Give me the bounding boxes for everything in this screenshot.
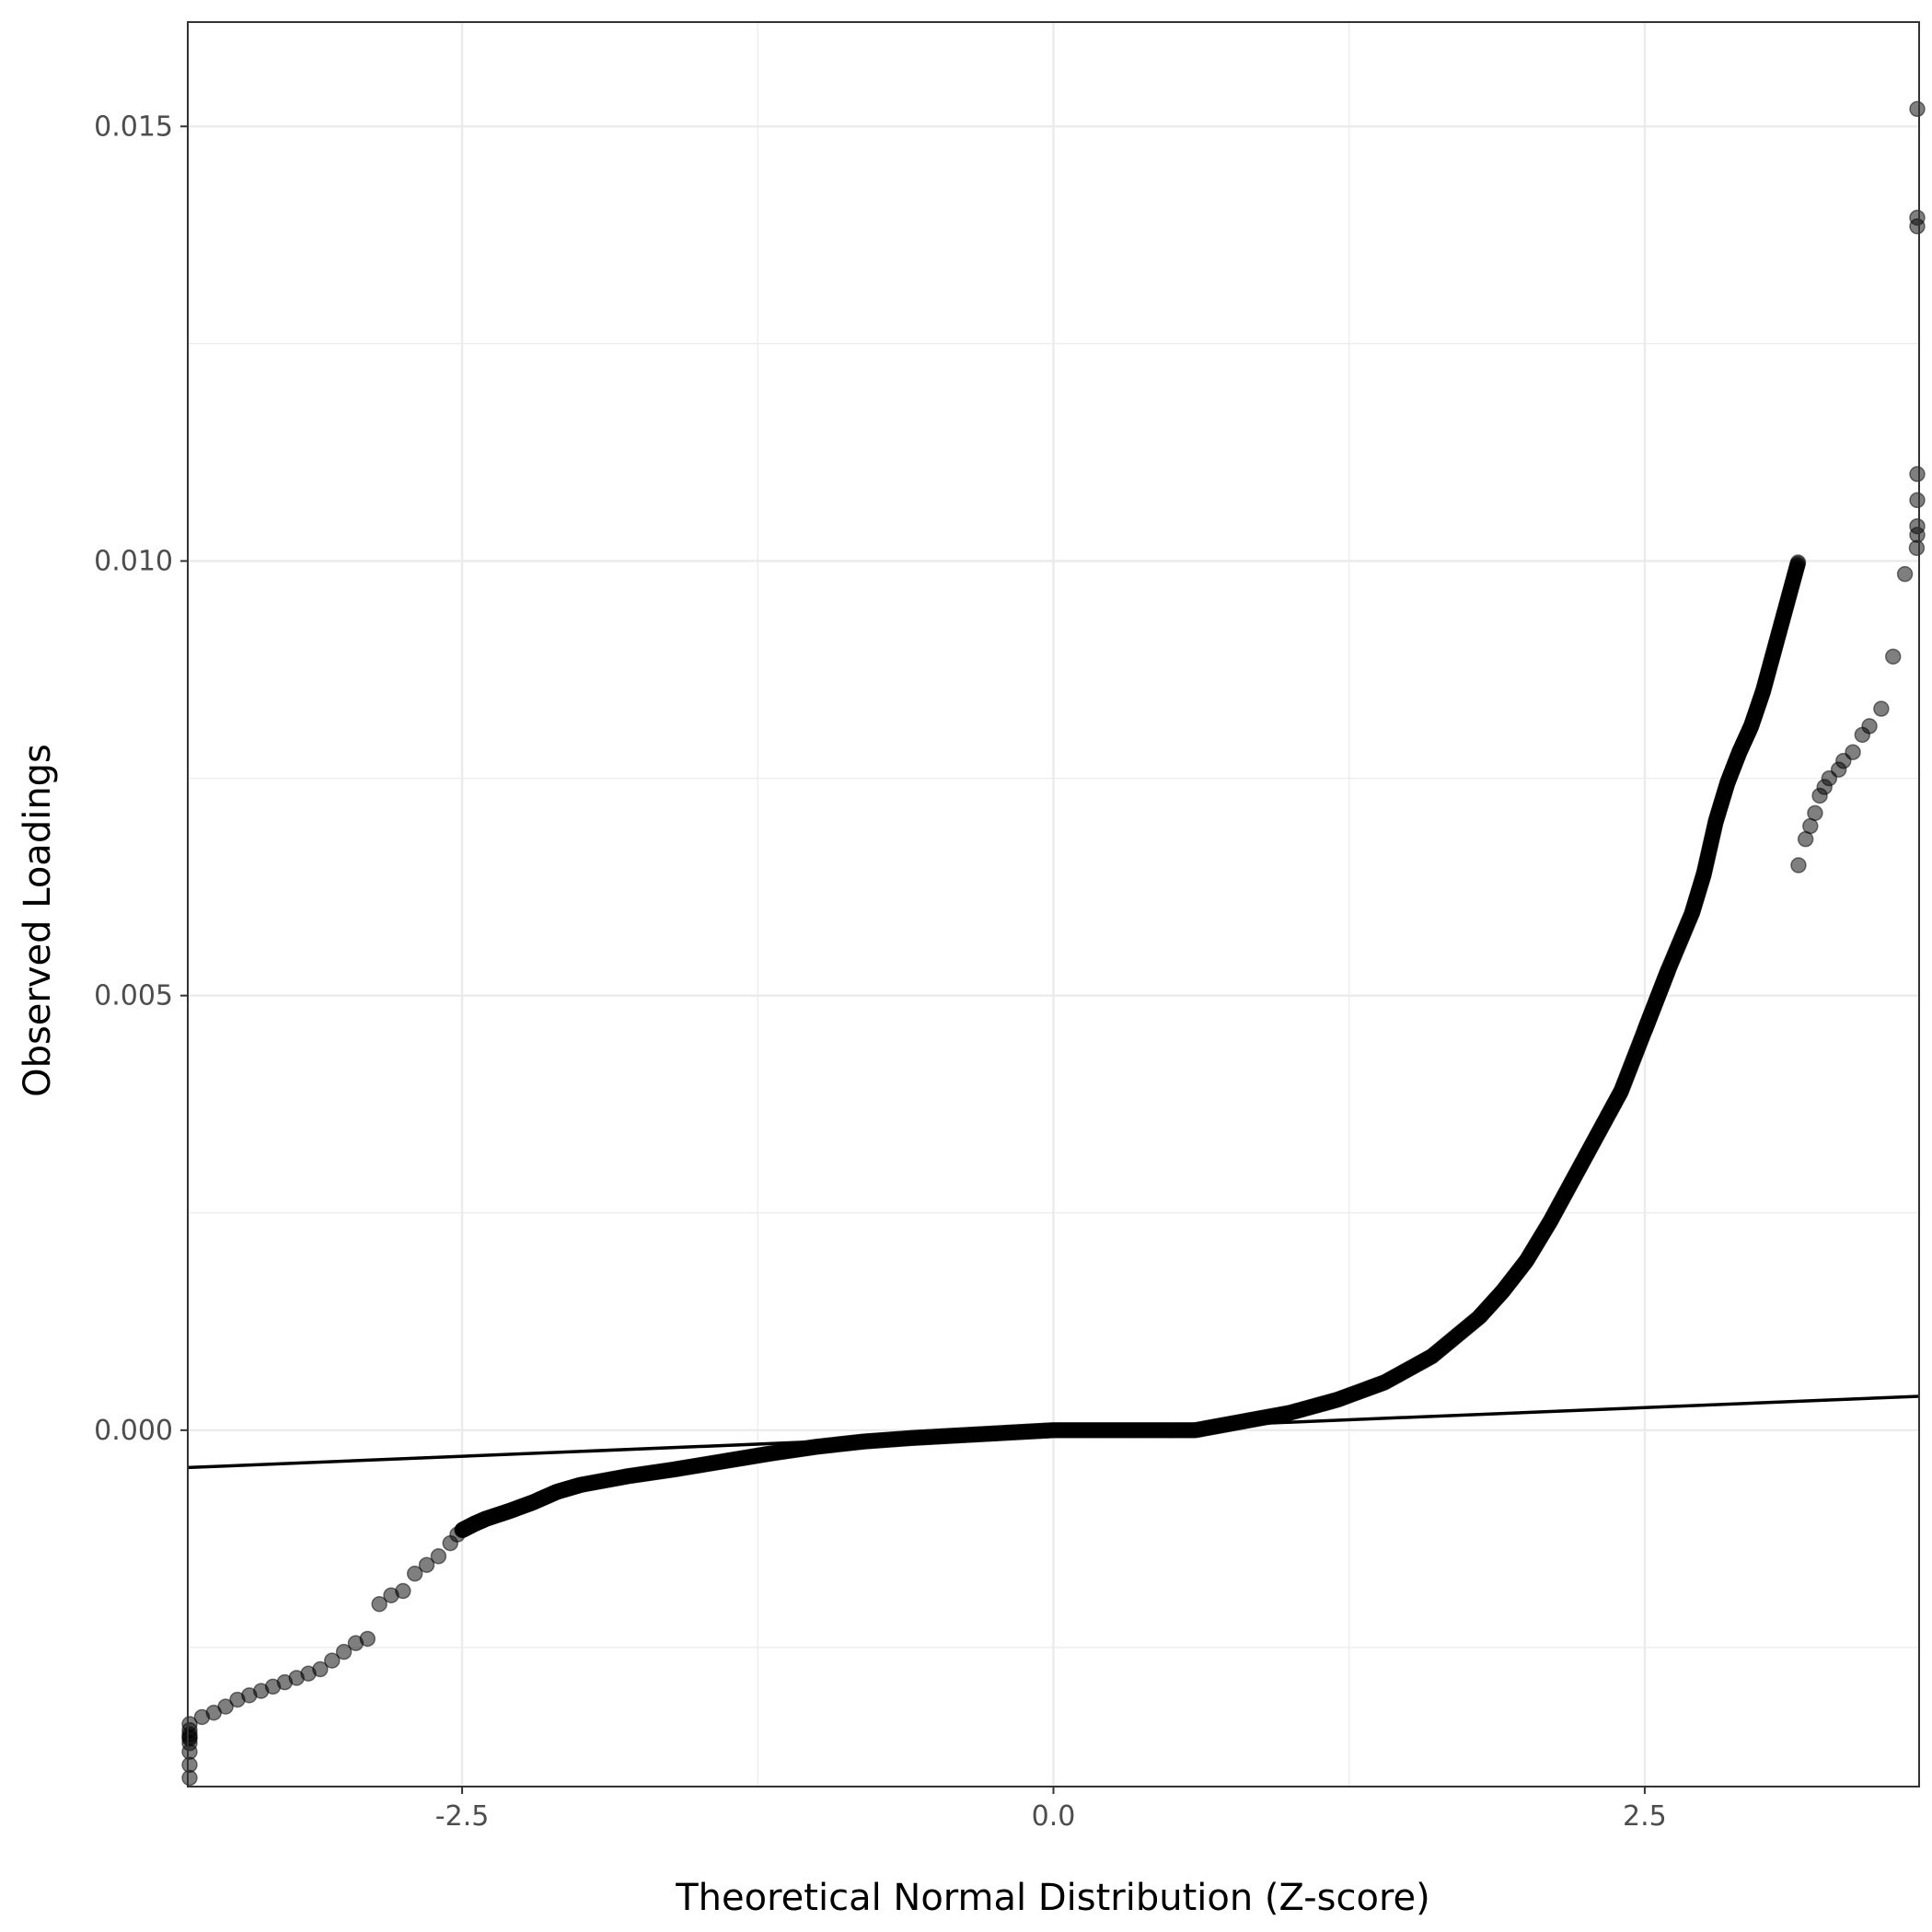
data-point bbox=[1909, 517, 1926, 535]
data-point bbox=[1873, 700, 1890, 717]
data-point bbox=[1909, 209, 1926, 226]
x-tick-label: -2.5 bbox=[435, 1800, 490, 1833]
reference-line bbox=[187, 1394, 1920, 1470]
data-point bbox=[383, 1587, 399, 1603]
y-axis-title: Observed Loadings bbox=[17, 744, 59, 1097]
data-point bbox=[181, 1769, 198, 1787]
data-point bbox=[1909, 466, 1926, 482]
data-point bbox=[324, 1652, 341, 1669]
data-point bbox=[335, 1643, 353, 1660]
data-point bbox=[406, 1565, 423, 1582]
data-point bbox=[1896, 565, 1914, 583]
x-axis-title: Theoretical Normal Distribution (Z-score… bbox=[675, 1877, 1430, 1919]
data-point bbox=[1861, 718, 1878, 735]
data-point bbox=[1845, 744, 1861, 760]
data-point bbox=[347, 1635, 364, 1651]
data-point bbox=[1909, 492, 1926, 509]
data-point bbox=[1909, 100, 1926, 118]
axis-ticks: -2.5 0.0 2.5 0.000 0.005 0.010 0.015 bbox=[94, 110, 1667, 1833]
data-point bbox=[229, 1691, 246, 1708]
data-point bbox=[430, 1548, 447, 1565]
reference-line-group bbox=[187, 1394, 1920, 1470]
x-tick-label: 2.5 bbox=[1623, 1800, 1667, 1833]
y-tick-label: 0.010 bbox=[94, 545, 173, 577]
y-tick-label: 0.015 bbox=[94, 110, 173, 143]
x-tick-label: 0.0 bbox=[1032, 1800, 1076, 1833]
data-point bbox=[1884, 648, 1902, 665]
data-point bbox=[193, 1708, 211, 1726]
data-point bbox=[1789, 554, 1807, 571]
grid-lines bbox=[188, 22, 1919, 1787]
y-tick-label: 0.005 bbox=[94, 980, 173, 1012]
data-point bbox=[1807, 804, 1823, 822]
data-point bbox=[442, 1534, 458, 1552]
data-point bbox=[418, 1556, 435, 1573]
data-point bbox=[1790, 857, 1807, 873]
data-point bbox=[371, 1595, 388, 1613]
y-tick-label: 0.000 bbox=[94, 1415, 173, 1447]
